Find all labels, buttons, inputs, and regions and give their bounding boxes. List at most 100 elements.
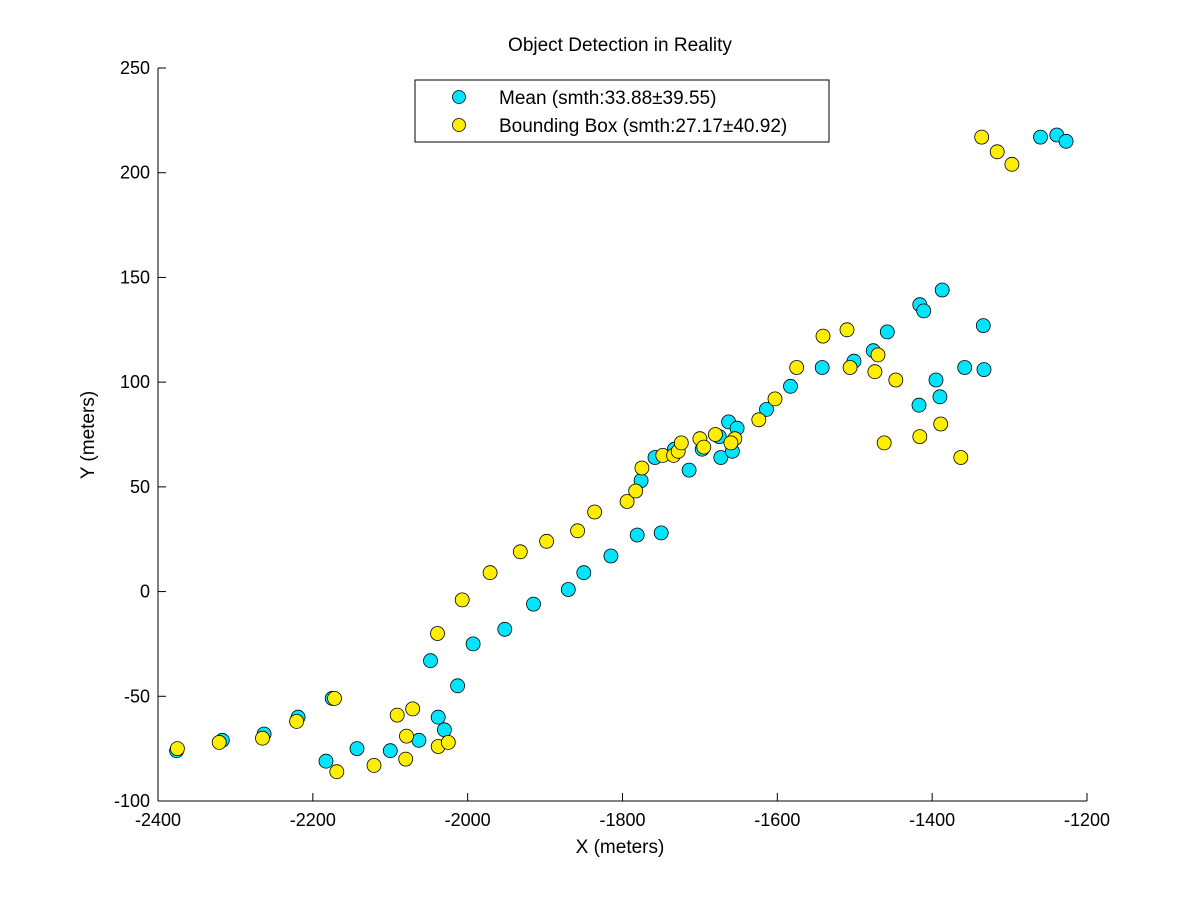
bounding-box-point (619, 494, 635, 509)
mean-point (411, 732, 427, 748)
bounding-box-point (767, 391, 783, 407)
bounding-box-point (751, 412, 767, 428)
mean-point (436, 722, 452, 738)
bounding-box-point (587, 504, 602, 520)
bounding-box-point (329, 764, 345, 780)
y-tick-label: -50 (124, 686, 150, 706)
bounding-box-point (933, 416, 949, 432)
bounding-box-point (327, 691, 342, 706)
bounding-box-point (454, 592, 470, 608)
bounding-box-point (839, 322, 855, 338)
bounding-box-point (989, 144, 1005, 160)
bounding-box-point (867, 364, 883, 380)
bounding-box-point (953, 450, 969, 465)
x-tick-label: -1800 (599, 810, 645, 830)
y-tick-label: -100 (114, 791, 150, 811)
legend: Mean (smth:33.88±39.55) Bounding Box (sm… (414, 79, 830, 143)
axis-ticks: -2400 -2200 -2000 -1800 -1600 -1400 -1200 -100 -… (114, 58, 1110, 830)
y-tick-label: 100 (120, 372, 150, 392)
mean-point (465, 636, 481, 652)
x-tick-label: -1600 (754, 810, 800, 830)
mean-point (911, 397, 927, 413)
mean-point (976, 362, 992, 378)
bounding-box-point (366, 758, 382, 773)
mean-point (934, 282, 950, 298)
bounding-box-point (211, 735, 227, 750)
mean-point (916, 303, 932, 319)
mean-point (576, 565, 592, 581)
bounding-box-point (912, 429, 928, 445)
x-axis-title: X (meters) (576, 837, 665, 858)
mean-point (603, 548, 619, 564)
bounding-box-point (634, 460, 650, 476)
bounding-box-point (673, 435, 689, 451)
bounding-box-point (723, 435, 739, 451)
y-tick-label: 50 (130, 477, 150, 497)
bounding-box-point (628, 483, 644, 499)
mean-point (814, 360, 830, 375)
mean-point (1058, 133, 1074, 149)
mean-point (957, 360, 973, 375)
mean-point (1033, 129, 1048, 145)
x-tick-label: -2400 (135, 810, 181, 830)
bounding-box-point (399, 728, 414, 744)
bounding-box-point (512, 544, 528, 560)
mean-point (526, 596, 541, 612)
bounding-box-point (482, 565, 498, 581)
data-markers (169, 127, 1074, 780)
bounding-box-point (398, 751, 414, 767)
bounding-box-point (430, 626, 445, 641)
y-axis-title: Y (meters) (78, 391, 99, 479)
bounding-box-point (539, 533, 554, 549)
y-tick-label: 250 (120, 58, 150, 78)
bounding-box-point (708, 427, 723, 442)
mean-point (382, 743, 398, 759)
mean-point (497, 621, 513, 637)
legend-box (414, 79, 830, 143)
bounding-box-point (405, 701, 421, 717)
x-tick-label: -2000 (445, 810, 491, 830)
bounding-box-point (888, 372, 904, 388)
bounding-box-point (842, 360, 858, 375)
bounding-box-point (974, 129, 990, 145)
x-tick-label: -1400 (909, 810, 955, 830)
mean-point (423, 653, 438, 669)
bounding-box-point (255, 730, 270, 746)
bounding-box-point (876, 435, 892, 451)
mean-point (349, 741, 365, 756)
legend-marker-bounding-box (452, 118, 466, 132)
mean-point (430, 709, 446, 725)
mean-point (629, 527, 645, 543)
bounding-box-point (1004, 156, 1020, 172)
legend-label-bounding-box: Bounding Box (smth:27.17±40.92) (499, 116, 787, 137)
y-tick-label: 200 (120, 163, 150, 183)
y-tick-label: 0 (140, 582, 150, 602)
mean-point (450, 678, 466, 694)
bounding-box-point (389, 707, 405, 723)
bounding-box-point (289, 714, 305, 729)
bounding-box-point (789, 360, 805, 375)
legend-label-mean: Mean (smth:33.88±39.55) (499, 88, 716, 109)
mean-point (653, 525, 669, 541)
x-tick-label: -2200 (290, 810, 336, 830)
bounding-box-point (870, 347, 886, 363)
x-tick-label: -1200 (1064, 810, 1110, 830)
legend-marker-mean (452, 90, 466, 104)
bounding-box-point (570, 523, 585, 539)
mean-point (783, 378, 798, 394)
mean-point (681, 462, 697, 478)
bounding-box-point (815, 328, 831, 344)
y-tick-label: 150 (120, 267, 150, 287)
bounding-box-point (696, 439, 712, 455)
chart-title: Object Detection in Reality (508, 35, 732, 56)
mean-point (879, 324, 895, 340)
mean-point (713, 450, 729, 465)
mean-point (928, 372, 944, 388)
bounding-box-point (440, 735, 456, 750)
mean-point (932, 389, 948, 405)
bounding-box-point (169, 741, 185, 756)
mean-point (759, 401, 774, 417)
mean-point (975, 318, 991, 334)
mean-point (560, 582, 576, 597)
